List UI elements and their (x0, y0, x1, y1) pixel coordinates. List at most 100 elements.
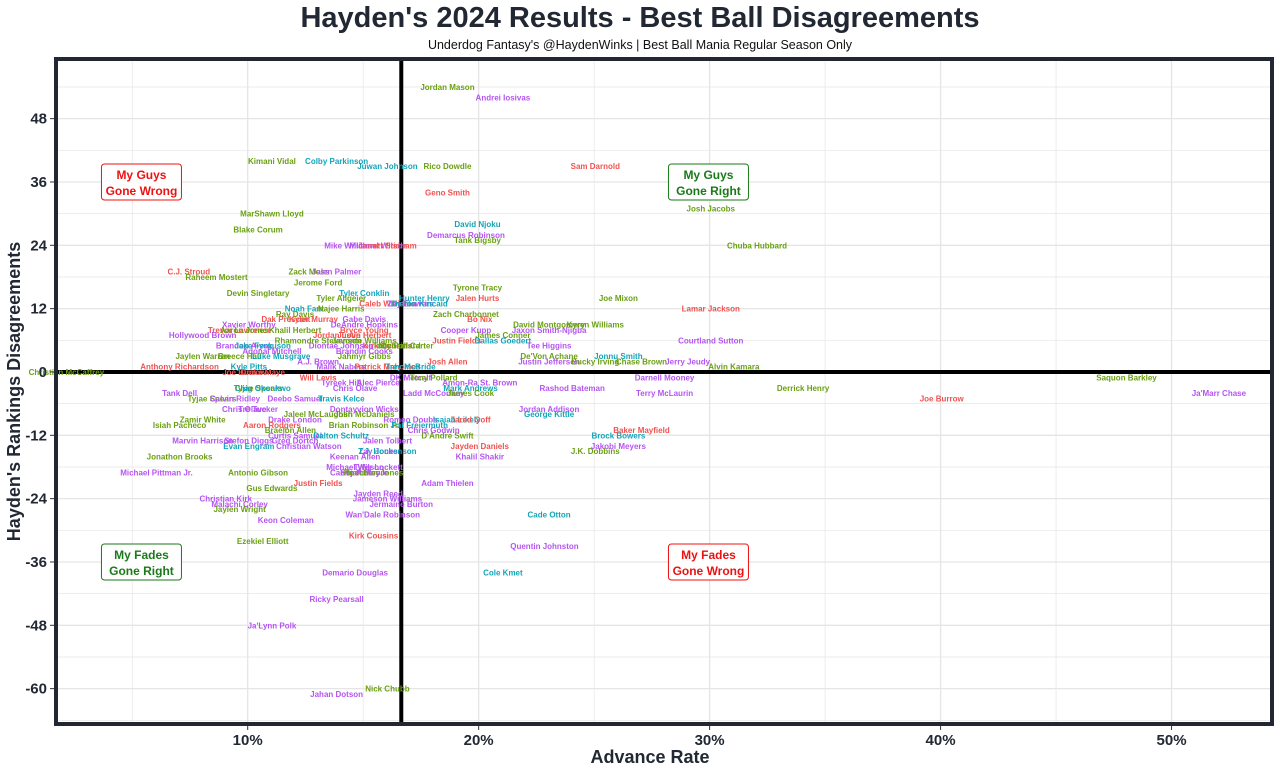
point-label: Chris Godwin (408, 426, 460, 435)
point-label: Najee Harris (318, 305, 365, 314)
point-label: Courtland Sutton (678, 336, 743, 345)
quadrant-label: My Fades (114, 548, 169, 562)
point-label: Jordan Mason (420, 83, 474, 92)
point-label: Kyler Murray (289, 315, 338, 324)
x-tick-label: 20% (464, 732, 494, 749)
point-label: Chris Olave (333, 384, 378, 393)
point-label: Josh Allen (427, 357, 467, 366)
point-label: Joe Mixon (599, 294, 638, 303)
point-label: Zamir White (180, 415, 226, 424)
y-tick-label: 0 (39, 364, 47, 381)
point-label: Hollywood Brown (169, 331, 237, 340)
point-label: Trevor Lawrence (208, 326, 272, 335)
point-label: Will Levis (300, 373, 337, 382)
point-label: Jaxon Smith-Njigba (512, 326, 587, 335)
y-tick-label: 24 (30, 237, 47, 254)
y-tick-label: 48 (30, 111, 47, 128)
point-label: Tyler Lockett (354, 463, 404, 472)
point-label: Jayden Daniels (451, 442, 510, 451)
point-label: Ray Davis (276, 310, 315, 319)
point-label: Caleb Williams (359, 299, 416, 308)
point-label: MarShawn Lloyd (240, 210, 304, 219)
y-tick-label: 12 (30, 301, 47, 318)
point-label: Isaiah Likely (433, 415, 481, 424)
point-label: James Cook (447, 389, 495, 398)
point-label: Michael Wilson (326, 463, 384, 472)
point-label: Travis Kelce (318, 394, 365, 403)
point-label: Cole Kmet (483, 569, 523, 578)
point-label: Ja'Lynn Polk (248, 621, 297, 630)
point-label: Tank Dell (162, 389, 197, 398)
point-label: Stefon Diggs (224, 437, 274, 446)
point-label: Ezekiel Elliott (237, 537, 289, 546)
point-label: George Kittle (524, 410, 575, 419)
point-label: Chase Brown (616, 357, 667, 366)
point-label: Curtis Samuel (268, 431, 322, 440)
point-label: Jaylen Wright (213, 505, 266, 514)
point-label: Tyjae Spears (234, 384, 283, 393)
point-label: Michael Pittman Jr. (120, 468, 192, 477)
point-label: Justin Jefferson (518, 357, 580, 366)
point-label: C.J. Stroud (167, 268, 210, 277)
plot-frame (54, 57, 1274, 726)
chart-title: Hayden's 2024 Results - Best Ball Disagr… (300, 2, 980, 34)
point-label: Tre Tucker (238, 405, 278, 414)
point-label: Zay Jones (359, 447, 399, 456)
point-label: Isiah Pacheco (153, 421, 206, 430)
point-label: Derrick Henry (777, 384, 830, 393)
point-label: Kirk Cousins (349, 532, 399, 541)
y-tick-label: -36 (25, 554, 47, 571)
point-label: Bo Nix (467, 315, 493, 324)
point-label: Bryce Young (340, 326, 389, 335)
point-label: Keon Coleman (258, 516, 314, 525)
point-label: Drake London (268, 415, 322, 424)
quadrant-label: Gone Right (109, 564, 174, 578)
x-tick-label: 40% (926, 732, 956, 749)
point-label: Tyjae Spears (188, 394, 237, 403)
point-label: Amon-Ra St. Brown (442, 379, 517, 388)
point-label: Jameson Williams (353, 495, 423, 504)
point-label: Jahan Dotson (310, 690, 363, 699)
point-label: Jordan Love (313, 331, 361, 340)
quadrant-label-box (667, 543, 749, 581)
point-label: Tank Bigsby (454, 236, 502, 245)
x-tick-label: 10% (233, 732, 263, 749)
point-label: Jalen Tolbert (363, 437, 413, 446)
point-label: Jalen Palmer (312, 268, 361, 277)
point-label: Anthony Richardson (140, 363, 219, 372)
point-label: Ricky Pearsall (309, 595, 363, 604)
y-tick-label: -12 (25, 427, 47, 444)
point-label: Brandin Cooks (336, 347, 393, 356)
point-label: Brandon Aiyuk (216, 342, 273, 351)
point-label: Aaron Jones (220, 326, 269, 335)
quadrant-label-box (667, 163, 749, 201)
point-label: Chris Olave (222, 405, 267, 414)
point-label: Colby Parkinson (305, 157, 368, 166)
axes: 48 36 24 12 0 -12 -24 -36 -48 -60 10% 20% 30% 40% 50% A… (4, 111, 1187, 767)
point-label: Keenan Allen (330, 452, 380, 461)
point-label: Joe Burrow (920, 394, 965, 403)
point-label: Zach Charbonnet (433, 310, 499, 319)
quadrant-label: Gone Right (676, 184, 741, 198)
point-label: De'Von Achane (520, 352, 578, 361)
reference-lines (56, 59, 1272, 724)
point-label: Saquon Barkley (1096, 373, 1157, 382)
point-label: Jayden Reed (354, 489, 403, 498)
point-label: Dontayvion Wicks (330, 405, 399, 414)
point-label: Roschon Jones (344, 468, 404, 477)
point-label: Dallas Goedert (475, 336, 532, 345)
point-label: Quentin Johnston (510, 542, 579, 551)
point-label: Cooper Kupp (441, 326, 492, 335)
point-label: Dalton Schultz (313, 431, 369, 440)
point-label: Jerry Jeudy (665, 357, 710, 366)
quadrant-label: My Fades (681, 548, 736, 562)
point-label: Tyler Conklin (339, 289, 389, 298)
point-label: Jonathon Brooks (147, 452, 213, 461)
y-tick-label: -24 (25, 491, 47, 508)
chart-subtitle: Underdog Fantasy's @HaydenWinks | Best B… (427, 38, 853, 52)
point-label: Khalil Herbert (269, 326, 322, 335)
quadrant-labels: My Guys Gone Wrong My Guys Gone Right My Fad… (100, 163, 749, 581)
point-label: Demarcus Robinson (427, 231, 505, 240)
point-label: Mike Williams (324, 241, 377, 250)
